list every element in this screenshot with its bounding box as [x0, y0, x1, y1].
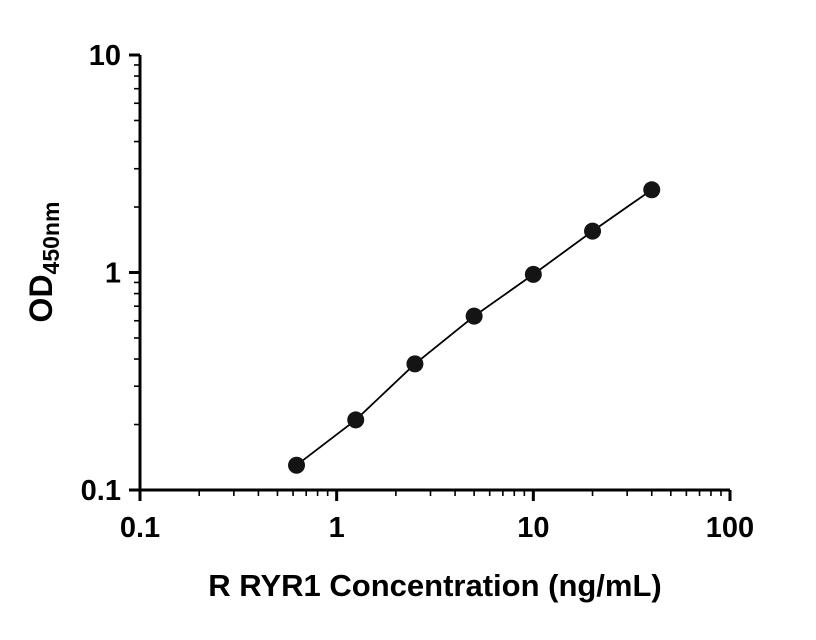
y-axis-title-main: OD [23, 274, 59, 322]
y-tick-label: 10 [89, 40, 121, 72]
y-tick-label: 0.1 [81, 475, 121, 507]
data-point [643, 181, 661, 199]
x-tick-label: 10 [517, 512, 549, 544]
data-point [406, 355, 424, 373]
data-point [288, 456, 306, 474]
axis-spines [138, 55, 730, 492]
svg-text:OD450nm: OD450nm [23, 202, 64, 323]
data-point [347, 411, 365, 429]
x-tick-label: 100 [706, 512, 754, 544]
data-point [584, 222, 602, 240]
data-point [524, 265, 542, 283]
x-axis-title: R RYR1 Concentration (ng/mL) [208, 568, 662, 603]
plot-area: 0.1 1 10 100 0.1 1 10 [81, 40, 755, 544]
data-point [465, 307, 483, 325]
y-tick-label: 1 [105, 258, 121, 290]
y-axis-title-subscript: 450nm [38, 202, 64, 275]
y-axis-title: OD450nm [23, 202, 64, 323]
x-tick-label: 0.1 [120, 512, 160, 544]
x-tick-label: 1 [329, 512, 345, 544]
